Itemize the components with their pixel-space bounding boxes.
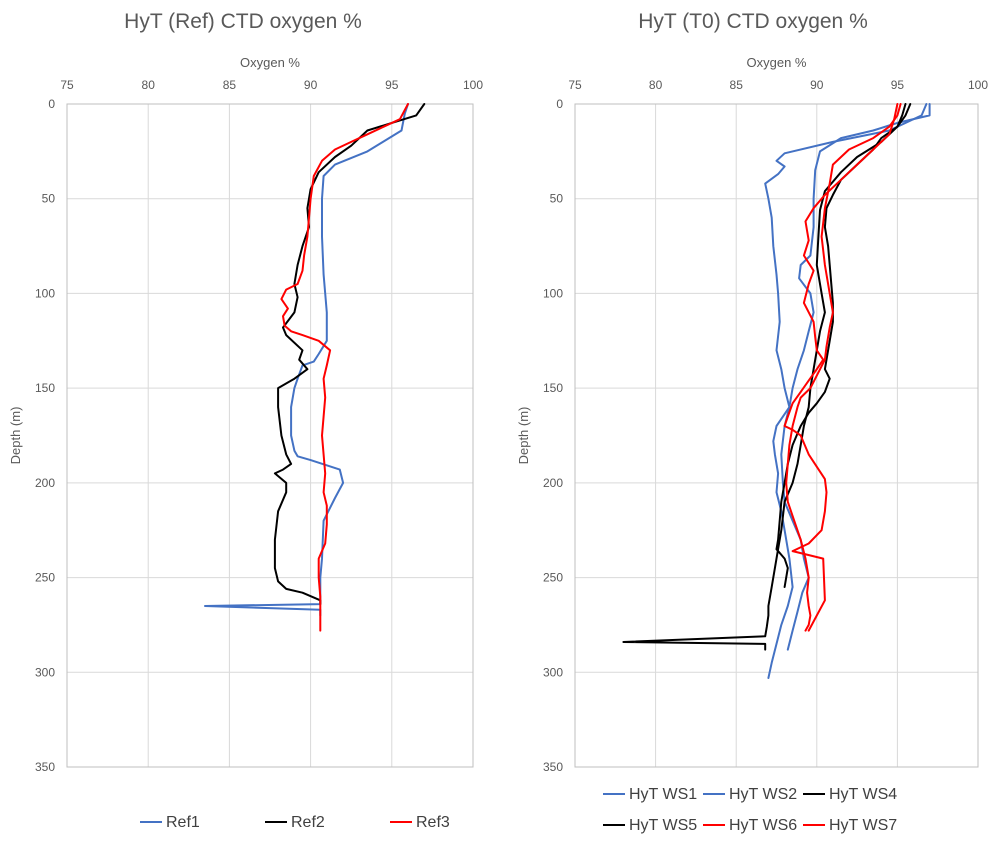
legend-item: HyT WS1 bbox=[603, 786, 697, 803]
x-axis-title: Oxygen % bbox=[240, 55, 300, 70]
x-tick-label: 85 bbox=[223, 78, 237, 92]
series-group bbox=[204, 103, 426, 632]
x-tick-label: 80 bbox=[649, 78, 663, 92]
y-tick-label: 250 bbox=[35, 571, 55, 585]
series-line-hyt-ws5 bbox=[622, 103, 907, 651]
legend-item: Ref1 bbox=[140, 814, 200, 831]
gridlines bbox=[66, 103, 474, 768]
legend-item: Ref3 bbox=[390, 814, 450, 831]
y-axis-title: Depth (m) bbox=[8, 407, 23, 465]
y-axis-title: Depth (m) bbox=[516, 407, 531, 465]
chart-2: HyT (T0) CTD oxygen % 75 80 85 90 95 100 Oxygen… bbox=[516, 10, 988, 834]
series-line-hyt-ws6 bbox=[785, 103, 902, 632]
y-tick-label: 150 bbox=[543, 381, 563, 395]
x-tick-label: 100 bbox=[463, 78, 483, 92]
legend-item: HyT WS7 bbox=[803, 817, 897, 834]
series-line-hyt-ws2 bbox=[780, 103, 931, 651]
x-tick-label: 75 bbox=[60, 78, 74, 92]
series-line-ref1 bbox=[204, 103, 409, 617]
legend-label: Ref3 bbox=[416, 814, 450, 831]
legend-item: HyT WS2 bbox=[703, 786, 797, 803]
y-tick-label: 0 bbox=[556, 97, 563, 111]
chart-1: HyT (Ref) CTD oxygen % 75 80 85 90 95 100 Oxyge… bbox=[8, 10, 483, 831]
legend-item: HyT WS4 bbox=[803, 786, 897, 803]
x-tick-label: 80 bbox=[142, 78, 156, 92]
legend-label: HyT WS6 bbox=[729, 817, 797, 834]
y-tick-label: 200 bbox=[35, 476, 55, 490]
chart-title: HyT (T0) CTD oxygen % bbox=[638, 10, 868, 33]
x-tick-label: 95 bbox=[385, 78, 399, 92]
y-tick-label: 300 bbox=[35, 665, 55, 679]
x-axis-title: Oxygen % bbox=[747, 55, 807, 70]
y-tick-label: 300 bbox=[543, 665, 563, 679]
legend: HyT WS1 HyT WS2 HyT WS4 HyT WS5 HyT WS6 HyT W… bbox=[603, 786, 897, 834]
y-tick-label: 350 bbox=[543, 760, 563, 774]
y-tick-label: 100 bbox=[35, 286, 55, 300]
y-tick-label: 350 bbox=[35, 760, 55, 774]
chart-title: HyT (Ref) CTD oxygen % bbox=[124, 10, 362, 33]
legend-label: HyT WS4 bbox=[829, 786, 897, 803]
legend-item: HyT WS5 bbox=[603, 817, 697, 834]
y-tick-label: 50 bbox=[550, 192, 564, 206]
legend-label: HyT WS1 bbox=[629, 786, 697, 803]
legend-item: Ref2 bbox=[265, 814, 325, 831]
x-tick-label: 90 bbox=[304, 78, 318, 92]
x-tick-label: 100 bbox=[968, 78, 988, 92]
x-tick-label: 75 bbox=[568, 78, 582, 92]
y-tick-label: 250 bbox=[543, 571, 563, 585]
series-line-hyt-ws7 bbox=[783, 103, 899, 632]
legend-label: HyT WS7 bbox=[829, 817, 897, 834]
series-line-hyt-ws1 bbox=[764, 103, 928, 679]
x-tick-label: 95 bbox=[891, 78, 905, 92]
series-line-ref3 bbox=[280, 103, 409, 632]
plot-frame bbox=[66, 103, 474, 768]
legend-label: Ref2 bbox=[291, 814, 325, 831]
series-line-ref2 bbox=[273, 103, 426, 606]
x-tick-label: 85 bbox=[730, 78, 744, 92]
y-tick-label: 150 bbox=[35, 381, 55, 395]
legend: Ref1 Ref2 Ref3 bbox=[140, 814, 450, 831]
legend-item: HyT WS6 bbox=[703, 817, 797, 834]
legend-label: HyT WS5 bbox=[629, 817, 697, 834]
x-tick-label: 90 bbox=[810, 78, 824, 92]
y-tick-label: 0 bbox=[48, 97, 55, 111]
y-tick-label: 200 bbox=[543, 476, 563, 490]
plot-frame bbox=[574, 103, 979, 768]
series-group bbox=[622, 103, 931, 679]
y-tick-label: 50 bbox=[42, 192, 56, 206]
y-tick-label: 100 bbox=[543, 286, 563, 300]
legend-label: Ref1 bbox=[166, 814, 200, 831]
gridlines bbox=[574, 103, 979, 768]
legend-label: HyT WS2 bbox=[729, 786, 797, 803]
